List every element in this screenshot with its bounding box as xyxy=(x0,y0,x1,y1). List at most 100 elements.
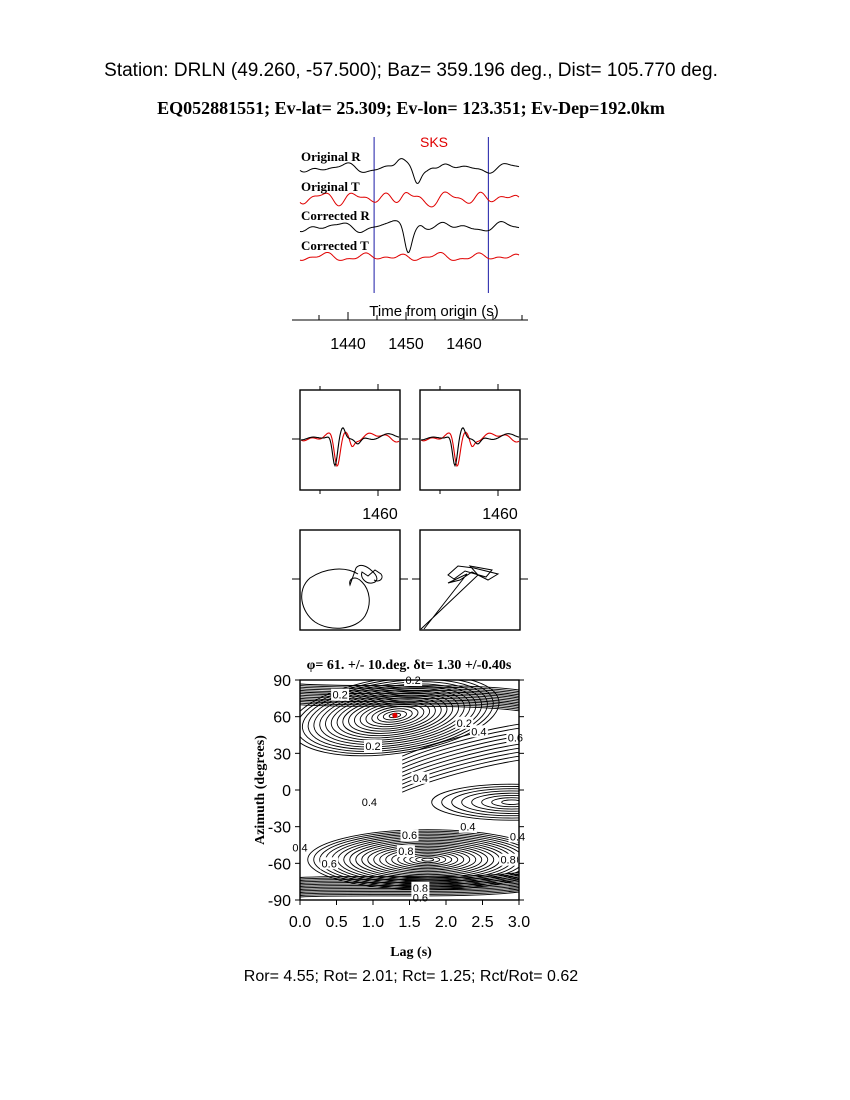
contour-lower-minimum xyxy=(409,854,447,865)
trace-label: Corrected R xyxy=(301,208,370,223)
phase-label: SKS xyxy=(420,134,448,150)
contour-lower-minimum xyxy=(367,844,489,876)
contour-top-band xyxy=(300,691,519,699)
trace-label: Original T xyxy=(301,179,360,194)
contour-right-lobe xyxy=(501,799,519,805)
contour-label: 0.6 xyxy=(402,830,417,842)
trace-label: Original R xyxy=(301,149,361,164)
trace-original-t xyxy=(299,191,520,208)
overlay-radial-trace xyxy=(421,427,520,468)
contour-upper-minimum xyxy=(382,710,407,721)
event-header: EQ052881551; Ev-lat= 25.309; Ev-lon= 123… xyxy=(157,98,665,118)
contour-diagonal-band xyxy=(402,727,519,761)
contour-lower-minimum xyxy=(397,851,459,868)
contour-label-bg xyxy=(455,716,474,729)
contour-bottom-band xyxy=(300,878,519,884)
contour-top-band xyxy=(300,689,519,697)
contour-label: 0.8 xyxy=(398,846,413,858)
contour-bottom-band xyxy=(300,890,519,896)
contour-label-bg xyxy=(331,688,350,701)
contour-top-band xyxy=(300,699,519,707)
azimuth-tick-label: -90 xyxy=(268,893,291,910)
contour-label: 0.4 xyxy=(460,822,475,834)
contour-upper-minimum xyxy=(301,680,488,752)
contour-label: 0.6 xyxy=(322,858,337,870)
particle-motion-frame xyxy=(419,529,521,631)
contour-label-bg xyxy=(360,796,379,809)
lag-tick-label: 0.0 xyxy=(289,914,311,931)
contour-label: 0.2 xyxy=(332,690,347,702)
contour-lower-minimum xyxy=(373,845,483,874)
contour-right-lobe xyxy=(451,788,519,817)
contour-label: 0.4 xyxy=(413,773,428,785)
contour-label-bg xyxy=(508,830,527,843)
lag-tick-label: 2.0 xyxy=(435,914,457,931)
azimuth-tick-label: 0 xyxy=(282,783,291,800)
azimuth-tick-label: 30 xyxy=(273,746,291,763)
overlay-frame xyxy=(419,389,521,491)
contour-top-band xyxy=(300,702,519,710)
contour-right-lobe xyxy=(431,783,519,821)
contour-top-band xyxy=(300,686,519,694)
contour-label-bg xyxy=(320,857,339,870)
particle-motion-corrected xyxy=(420,565,500,630)
contour-bottom-band xyxy=(300,872,519,878)
contour-bottom-band xyxy=(300,884,519,890)
ratio-summary: Ror= 4.55; Rot= 2.01; Rct= 1.25; Rct/Rot… xyxy=(244,968,579,985)
time-axis-label: Time from origin (s) xyxy=(369,303,498,320)
contour-upper-minimum xyxy=(377,708,413,723)
contour-bottom-band xyxy=(300,879,519,886)
contour-label: 0.2 xyxy=(457,718,472,730)
azimuth-tick-label: 60 xyxy=(273,710,291,727)
trace-original-r xyxy=(299,158,520,184)
particle-motion-frame xyxy=(299,529,401,631)
station-header: Station: DRLN (49.260, -57.500); Baz= 35… xyxy=(104,60,718,81)
contour-top-band xyxy=(300,697,519,705)
contour-label-bg xyxy=(469,725,488,738)
contour-lower-minimum xyxy=(421,857,435,862)
contour-lines xyxy=(300,680,519,898)
contour-right-lobe xyxy=(461,790,519,814)
contour-bottom-band xyxy=(300,876,519,883)
contour-top-band xyxy=(300,693,519,701)
contour-bottom-band xyxy=(300,891,519,898)
contour-top-band xyxy=(300,696,519,704)
azimuth-axis-label: Azimuth (degrees) xyxy=(253,735,268,845)
azimuth-tick-label: 90 xyxy=(273,673,291,690)
contour-bottom-band xyxy=(300,888,519,895)
time-tick-label: 1460 xyxy=(446,336,482,353)
contour-diagonal-band xyxy=(402,723,519,757)
contour-label: 0.6 xyxy=(413,893,428,905)
time-tick-label: 1440 xyxy=(330,336,366,353)
contour-upper-minimum xyxy=(353,699,436,732)
contour-bottom-band xyxy=(300,887,519,893)
contour-lower-minimum xyxy=(385,848,471,871)
particle-motion-panels xyxy=(292,529,528,631)
contour-right-lobe xyxy=(471,792,519,812)
contour-label: 0.4 xyxy=(471,726,486,738)
contour-top-band xyxy=(300,685,519,693)
seismogram-panel: SKS Original R Original T Corrected R Correc… xyxy=(292,134,528,353)
contour-label-bg xyxy=(364,740,382,752)
contour-lower-minimum xyxy=(379,847,477,873)
lag-tick-label: 3.0 xyxy=(508,914,530,931)
grid-title: φ= 61. +/- 10.deg. δt= 1.30 +/-0.40s xyxy=(307,658,512,673)
trace-corrected-r xyxy=(299,220,520,254)
overlay-tick-label: 1460 xyxy=(482,506,518,523)
contour-label: 0.2 xyxy=(405,675,420,687)
contour-label-bg xyxy=(411,771,430,784)
contour-upper-minimum xyxy=(307,681,483,750)
azimuth-tick-label: -30 xyxy=(268,820,291,837)
contour-diagonal-band xyxy=(402,759,519,793)
contour-top-band xyxy=(300,701,519,709)
overlay-frame xyxy=(299,389,401,491)
contour-label-bg xyxy=(400,829,419,842)
lag-tick-label: 2.5 xyxy=(471,914,493,931)
contour-label-bg xyxy=(506,731,525,744)
trace-corrected-t xyxy=(299,252,520,261)
trace-label: Corrected T xyxy=(301,238,369,253)
contour-top-band xyxy=(300,694,519,702)
particle-motion-original xyxy=(301,564,383,629)
contour-label: 0.8 xyxy=(500,855,515,867)
waveform-overlay-panels: 1460 1460 xyxy=(292,384,528,523)
